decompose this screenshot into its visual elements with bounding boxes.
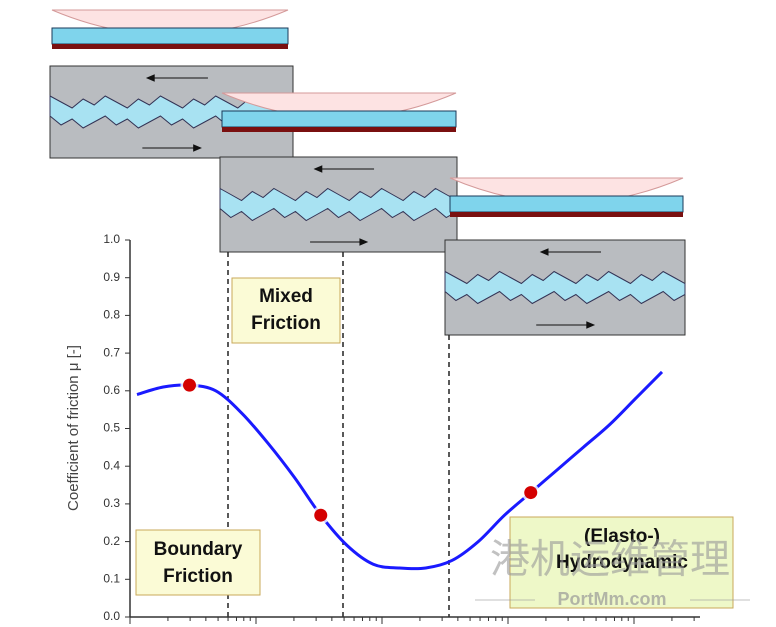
watermark-site: PortMm.com: [557, 589, 666, 609]
y-tick-label: 0.3: [103, 496, 120, 510]
watermark: 港机运维管理: [490, 538, 730, 582]
y-tick-label: 1.0: [103, 232, 120, 246]
illustrations: [49, 9, 686, 336]
y-axis-label: Coefficient of friction μ [-]: [65, 345, 82, 511]
y-tick-label: 0.2: [103, 534, 120, 548]
substrate: [52, 44, 288, 49]
plot: 0.0 0.1 0.2 0.3 0.4 0.5 0.6 0.7 0.8 0.9 1.0 Boundar…: [103, 232, 695, 624]
arrow: [142, 144, 202, 152]
region-box: [135, 529, 261, 596]
arrow: [145, 74, 208, 82]
arrow: [536, 321, 596, 329]
region-box: [509, 516, 734, 609]
substrate: [222, 127, 456, 132]
lubricant: [444, 270, 686, 305]
region-label: Mixed Friction: [251, 286, 321, 334]
y-tick-label: 0.8: [103, 308, 120, 322]
arrow: [539, 248, 601, 256]
film: [221, 110, 457, 128]
arrow: [313, 165, 375, 173]
substrate: [450, 212, 683, 217]
film: [51, 27, 289, 45]
y-tick-label: 0.9: [103, 270, 120, 284]
y-tick-label: 0.6: [103, 383, 120, 397]
region-label: (Elasto-) Hydrodynamic: [556, 526, 688, 573]
point: [524, 486, 538, 500]
y-tick-label: 0.0: [103, 609, 120, 623]
film: [449, 195, 684, 213]
curve: [136, 370, 664, 571]
point: [314, 508, 328, 522]
point: [183, 378, 196, 392]
y-tick-label: 0.5: [103, 421, 120, 435]
region-label: Boundary Friction: [154, 539, 243, 587]
region-box: [231, 277, 341, 344]
arrow: [310, 238, 369, 246]
y-tick-label: 0.1: [103, 571, 120, 585]
y-tick-label: 0.7: [103, 345, 120, 359]
y-tick-label: 0.4: [103, 458, 120, 472]
